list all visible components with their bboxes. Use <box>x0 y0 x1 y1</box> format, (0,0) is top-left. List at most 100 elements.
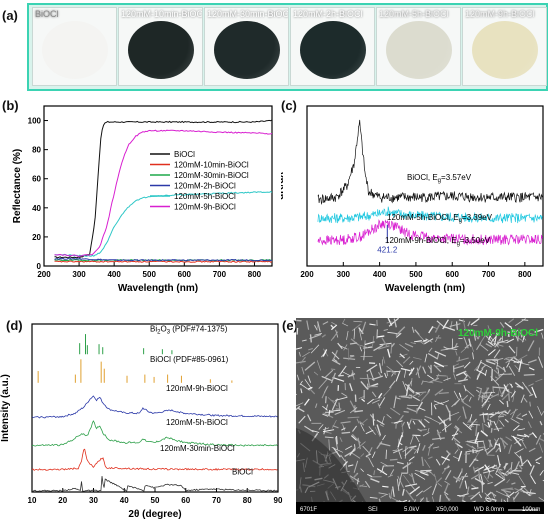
nanosheet-texture <box>332 358 338 362</box>
nanosheet-texture <box>463 374 469 382</box>
nanosheet-texture <box>432 437 445 440</box>
nanosheet-texture <box>341 431 351 434</box>
nanosheet-texture <box>471 487 479 490</box>
nanosheet-texture <box>371 375 383 381</box>
nanosheet-texture <box>476 342 482 351</box>
nanosheet-texture <box>372 413 375 426</box>
nanosheet-texture <box>395 326 406 336</box>
nanosheet-texture <box>485 335 492 342</box>
sample-photo: BiOCl <box>32 7 117 86</box>
nanosheet-texture <box>296 360 306 364</box>
nanosheet-texture <box>404 369 407 378</box>
nanosheet-texture <box>415 490 424 497</box>
nanosheet-texture <box>322 349 328 357</box>
derivative-xtick-label: 600 <box>446 270 460 279</box>
nanosheet-texture <box>393 395 397 409</box>
nanosheet-texture <box>307 386 313 390</box>
sample-photo: 120mM-10min-BiOCl <box>118 7 203 86</box>
nanosheet-texture <box>468 396 472 402</box>
nanosheet-texture <box>330 368 336 371</box>
nanosheet-texture <box>397 475 404 488</box>
reflectance-ytick-label: 40 <box>32 204 41 213</box>
reflectance-series-line <box>54 129 273 257</box>
nanosheet-texture <box>400 367 411 372</box>
nanosheet-texture <box>506 362 510 368</box>
nanosheet-texture <box>463 384 467 392</box>
nanosheet-texture <box>523 433 530 438</box>
nanosheet-texture <box>327 396 338 407</box>
nanosheet-texture <box>475 423 478 437</box>
nanosheet-texture <box>406 407 417 413</box>
nanosheet-texture <box>349 355 355 358</box>
nanosheet-texture <box>341 427 346 431</box>
nanosheet-texture <box>474 334 480 340</box>
nanosheet-texture <box>382 485 389 488</box>
nanosheet-texture <box>509 383 514 388</box>
nanosheet-texture <box>298 351 301 357</box>
nanosheet-texture <box>378 345 390 350</box>
nanosheet-texture <box>397 447 402 460</box>
nanosheet-texture <box>422 485 432 493</box>
reflectance-xtick-label: 300 <box>72 270 86 279</box>
nanosheet-texture <box>486 446 496 455</box>
nanosheet-texture <box>486 403 491 411</box>
nanosheet-texture <box>468 418 477 428</box>
nanosheet-texture <box>364 340 366 352</box>
nanosheet-texture <box>392 449 398 452</box>
nanosheet-texture <box>331 351 340 360</box>
nanosheet-texture <box>414 329 420 336</box>
derivative-xtick-label: 800 <box>518 270 532 279</box>
nanosheet-texture <box>537 406 542 416</box>
nanosheet-texture <box>373 470 376 476</box>
nanosheet-texture <box>330 372 336 384</box>
nanosheet-texture <box>391 371 395 377</box>
nanosheet-texture <box>463 361 471 369</box>
nanosheet-texture <box>427 427 430 433</box>
nanosheet-texture <box>456 357 469 362</box>
nanosheet-texture <box>398 473 402 487</box>
nanosheet-texture <box>300 383 310 391</box>
nanosheet-texture <box>381 416 385 425</box>
nanosheet-texture <box>300 356 306 364</box>
nanosheet-texture <box>314 332 323 336</box>
nanosheet-texture <box>386 365 397 374</box>
nanosheet-texture <box>535 456 542 462</box>
nanosheet-texture <box>428 456 433 460</box>
nanosheet-texture <box>470 473 480 480</box>
legend-label: 120mM-30min-BiOCl <box>174 171 249 180</box>
nanosheet-texture <box>390 344 393 354</box>
nanosheet-texture <box>516 416 524 421</box>
nanosheet-texture <box>428 347 433 353</box>
nanosheet-texture <box>398 353 408 358</box>
nanosheet-texture <box>472 466 476 474</box>
nanosheet-texture <box>427 352 438 360</box>
nanosheet-texture <box>535 461 541 465</box>
nanosheet-texture <box>515 461 520 470</box>
nanosheet-texture <box>343 460 348 466</box>
sample-photo: 120mM-5h-BiOCl <box>376 7 461 86</box>
nanosheet-texture <box>469 414 473 422</box>
nanosheet-texture <box>490 333 499 343</box>
xrd-chart: 10 20 30 40 50 60 70 80 90 2θ (degree) Intensity (… <box>0 323 283 520</box>
nanosheet-texture <box>511 391 516 398</box>
nanosheet-texture <box>434 350 447 357</box>
nanosheet-texture <box>465 388 475 397</box>
nanosheet-texture <box>415 435 420 443</box>
nanosheet-texture <box>484 423 490 428</box>
nanosheet-texture <box>516 434 527 438</box>
nanosheet-texture <box>377 371 382 377</box>
nanosheet-texture <box>301 339 307 342</box>
nanosheet-texture <box>310 344 320 354</box>
nanosheet-texture <box>479 344 489 352</box>
xrd-series-line <box>31 476 278 492</box>
nanosheet-texture <box>331 359 341 365</box>
reflectance-chart: 200 300 400 500 600 700 800 0 20 40 60 80 100 Wavelen… <box>12 105 273 294</box>
nanosheet-texture <box>480 430 489 437</box>
nanosheet-texture <box>464 329 475 332</box>
nanosheet-texture <box>296 347 303 350</box>
nanosheet-texture <box>417 428 422 432</box>
nanosheet-texture <box>413 445 420 454</box>
nanosheet-texture <box>495 490 508 497</box>
nanosheet-texture <box>537 356 544 368</box>
nanosheet-texture <box>297 407 305 413</box>
